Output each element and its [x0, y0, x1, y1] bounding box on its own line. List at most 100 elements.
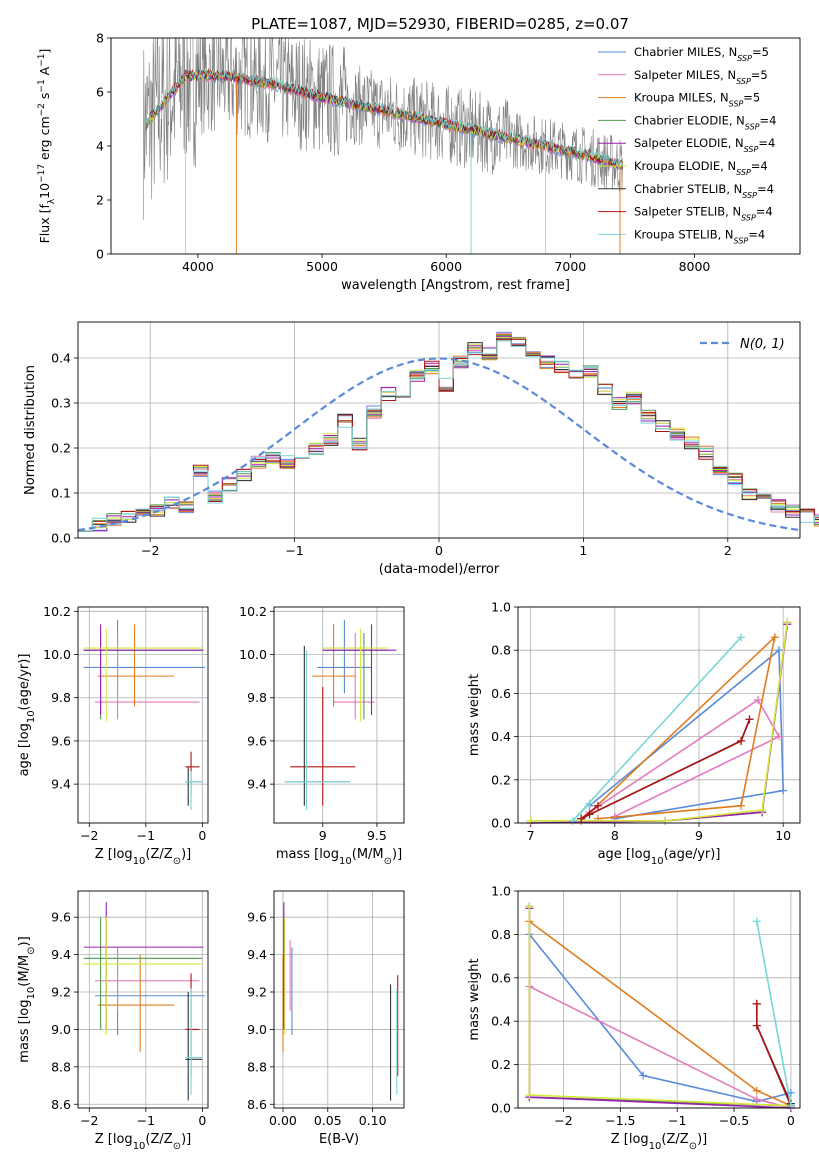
x-tick-label: 0.10: [359, 1113, 387, 1128]
y-tick-label: 0.2: [491, 772, 511, 787]
point-chabrier-elodie: [83, 917, 203, 1030]
point-kroupa-elodie: [83, 917, 203, 1036]
y-tick-label: 0.2: [491, 1057, 511, 1072]
axes-frame: [77, 321, 801, 539]
y-tick-label: 0.3: [51, 396, 71, 411]
point-marker: [752, 917, 761, 926]
series-chabrier-elodie: [526, 618, 792, 825]
histogram-kroupa-stelib: [78, 340, 819, 532]
y-tick-label: 0.1: [51, 486, 71, 501]
y-axis-label: mass [log10(M/M⊙)]: [17, 936, 37, 1062]
point-chabrier-stelib: [185, 992, 203, 1101]
x-axis-label: wavelength [Angstrom, rest frame]: [341, 278, 570, 293]
point-marker: [786, 1101, 795, 1110]
legend-label: Chabrier MILES, NSSP=5: [634, 45, 769, 63]
legend-label: Chabrier ELODIE, NSSP=4: [634, 113, 776, 130]
y-tick-label: 0.8: [491, 643, 511, 658]
x-tick-label: 0: [198, 828, 206, 843]
x-tick-label: 0: [198, 1113, 206, 1128]
x-axis-label: Z [log10(Z/Z⊙)]: [95, 847, 191, 867]
x-tick-label: 7: [527, 828, 535, 843]
series-kroupa-miles: [525, 917, 795, 1110]
panel-residuals: −2 −1 0 1 2 0.0 0.1 0.2 0.3 0.4 (data-model)/error…: [23, 321, 819, 577]
point-kroupa-stelib: [185, 771, 203, 811]
point-salpeter-miles: [94, 947, 200, 1011]
legend-label: Chabrier STELIB, NSSP=4: [634, 182, 774, 200]
point-marker: [593, 801, 602, 810]
y-tick-label: 8.6: [51, 1097, 71, 1112]
y-tick-label: 4: [96, 139, 104, 154]
y-tick-label: 2: [96, 193, 104, 208]
panel-weight-vs-age: 7 8 9 10 0.0 0.2 0.4 0.6 0.8 1.0 age [log10(age/yr…: [467, 600, 801, 867]
point-marker: [737, 801, 746, 810]
y-tick-label: 9.8: [247, 690, 267, 705]
x-tick-label: 0.05: [314, 1113, 342, 1128]
point-salpeter-elodie: [322, 624, 397, 715]
normal-curve: [77, 357, 801, 532]
y-tick-label: 0.6: [491, 686, 511, 701]
y-tick-label: 0.0: [491, 1101, 511, 1116]
axes-frame: [273, 606, 405, 824]
x-tick-label: 6000: [430, 259, 462, 274]
series-line: [580, 719, 751, 820]
series-line: [756, 1003, 792, 1105]
series-kroupa-stelib: [568, 633, 746, 825]
y-tick-label: 9.6: [51, 910, 71, 925]
series-chabrier-miles: [585, 646, 788, 823]
series-line: [528, 908, 791, 1109]
panel-weight-vs-Z: −2 −1.5 −1 −0.5 0 0.0 0.2 0.4 0.6 0.8 1.0 Z [log10(…: [467, 884, 801, 1152]
x-tick-label: −0.5: [719, 1113, 749, 1128]
axes-frame: [77, 606, 209, 824]
point-kroupa-elodie: [322, 628, 388, 722]
plot-area: [525, 902, 795, 1112]
x-tick-label: 1: [579, 543, 587, 558]
x-tick-label: −2: [80, 1113, 98, 1128]
x-tick-label: 9.5: [367, 828, 387, 843]
y-tick-label: 9.2: [51, 985, 71, 1000]
series-kroupa-elodie: [526, 618, 792, 825]
legend: N(0, 1): [700, 337, 785, 352]
series-line: [530, 624, 789, 824]
legend-label: Salpeter STELIB, NSSP=4: [634, 205, 773, 223]
point-salpeter-stelib: [290, 686, 356, 806]
x-tick-label: 8000: [679, 259, 711, 274]
panel-age-vs-Z: −2 −1 0 9.4 9.6 9.8 10.0 10.2 Z [log10(Z/Z⊙)] age…: [17, 604, 209, 867]
series-line: [528, 920, 792, 1107]
y-tick-label: 0.0: [491, 816, 511, 831]
legend-label: N(0, 1): [740, 337, 785, 352]
x-axis-label: mass [log10(M/M⊙)]: [276, 847, 402, 867]
panel-mass-vs-Z: −2 −1 0 8.6 8.8 9.0 9.2 9.4 9.6 Z [log10(Z/Z⊙)] ma…: [17, 890, 209, 1152]
point-kroupa-stelib: [185, 988, 203, 1095]
series-line: [589, 698, 781, 818]
y-tick-label: 9.0: [51, 1022, 71, 1037]
point-marker: [753, 695, 762, 704]
series-line: [756, 921, 792, 1106]
x-tick-label: 2: [724, 543, 732, 558]
point-chabrier-miles: [317, 619, 372, 694]
x-tick-label: 0: [787, 1113, 795, 1128]
y-axis-label: Flux [fλ10−17 erg cm−2 s−1 A−1]: [37, 49, 57, 244]
y-tick-label: 10.2: [239, 604, 267, 619]
y-tick-label: 9.6: [51, 733, 71, 748]
point-marker: [568, 816, 577, 825]
point-marker: [661, 816, 670, 825]
x-axis-label: E(B-V): [319, 1132, 359, 1147]
y-tick-label: 0.2: [51, 441, 71, 456]
plot-area: [83, 619, 206, 811]
y-tick-label: 9.0: [247, 1022, 267, 1037]
y-tick-label: 9.6: [247, 910, 267, 925]
plot-area: [282, 902, 399, 1101]
series-salpeter-miles: [525, 982, 795, 1112]
y-tick-label: 9.4: [247, 947, 267, 962]
series-salpeter-elodie: [525, 904, 795, 1112]
point-salpeter-stelib: [185, 973, 200, 1077]
series-line: [530, 621, 789, 822]
x-tick-label: −2: [554, 1113, 572, 1128]
series-line: [580, 634, 776, 822]
series-line: [572, 636, 742, 822]
point-marker: [745, 715, 754, 724]
y-axis-label: mass weight: [467, 958, 482, 1040]
histogram-chabrier-miles: [78, 331, 819, 532]
